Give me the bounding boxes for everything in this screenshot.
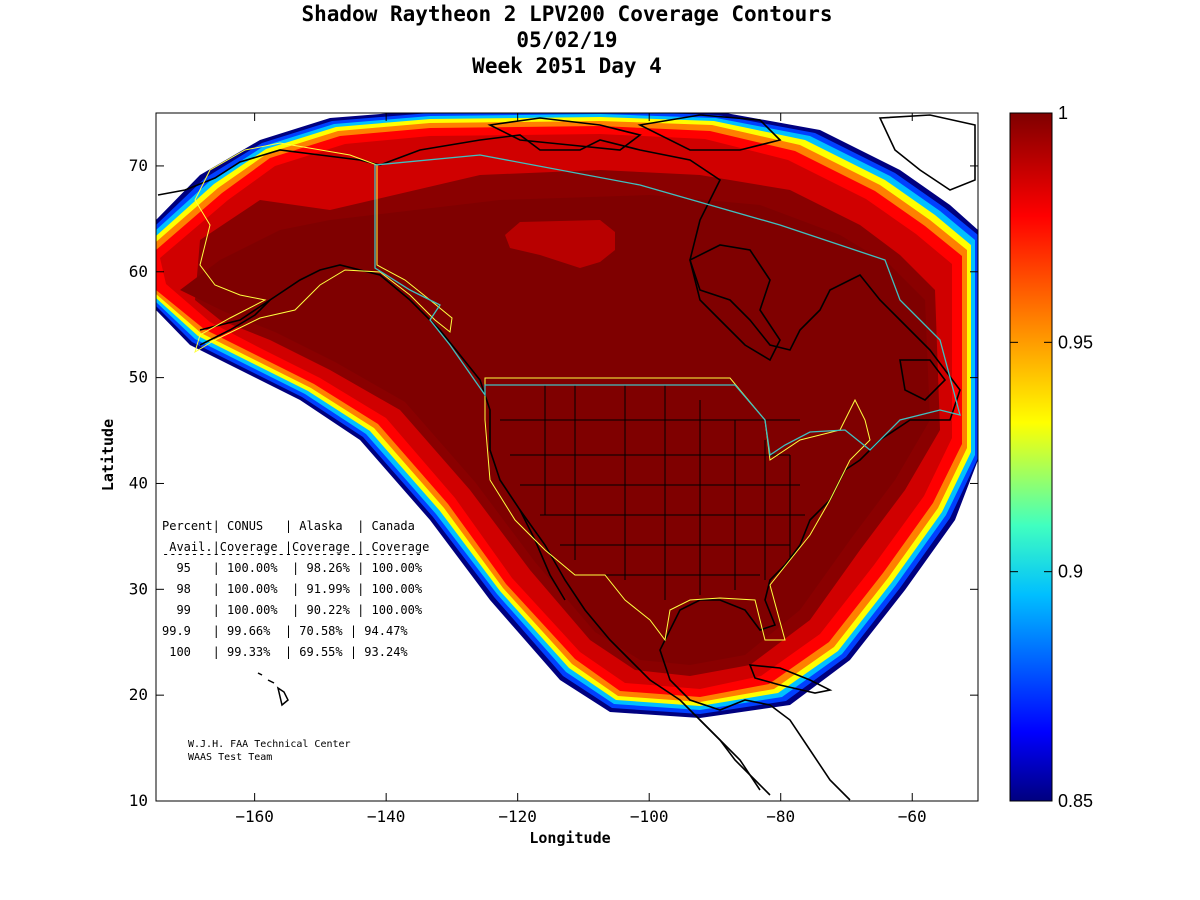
plot-frame <box>155 112 979 802</box>
y-tick-label: 10 <box>129 791 148 810</box>
x-tick-label: −120 <box>498 807 537 826</box>
y-tick-label: 20 <box>129 685 148 704</box>
chart-title-line3: Week 2051 Day 4 <box>472 54 662 78</box>
arctic-islands-2 <box>637 114 782 151</box>
table-row: 95 | 100.00% | 98.26% | 100.00% <box>162 561 423 575</box>
table-header-1: Percent| CONUS | Alaska | Canada <box>162 519 415 533</box>
chart-title-line2: 05/02/19 <box>516 28 618 52</box>
service-boundaries <box>194 142 871 642</box>
x-tick-label: −100 <box>630 807 669 826</box>
table-row: 99 | 100.00% | 90.22% | 100.00% <box>162 603 423 617</box>
x-tick-label: −140 <box>367 807 406 826</box>
axis-ticks: −160 −140 −120 −100 −80 −60 10 20 30 40 50 60 70 <box>129 113 978 826</box>
x-tick-label: −80 <box>766 807 795 826</box>
contour-patch <box>505 220 615 268</box>
table-row: 100 | 99.33% | 69.55% | 93.24% <box>162 645 408 659</box>
credit-line-1: W.J.H. FAA Technical Center <box>188 739 351 750</box>
coverage-contours <box>156 113 978 718</box>
canada-boundary <box>374 154 961 457</box>
x-tick-label: −160 <box>235 807 274 826</box>
colorbar-tick-label: 0.9 <box>1058 562 1083 582</box>
table-header-2: Avail.|Coverage |Coverage | Coverage <box>162 540 429 554</box>
central-america <box>699 719 771 796</box>
table-divider: ------------------------------------ <box>162 547 422 561</box>
pacific-coast <box>199 264 761 791</box>
colorbar <box>1009 112 1053 802</box>
arctic-islands-1 <box>487 117 642 151</box>
hudson-bay <box>689 244 781 362</box>
colorbar-ticks: 1 0.95 0.9 0.85 <box>1010 103 1093 811</box>
colorbar-tick-label: 1 <box>1058 103 1068 123</box>
credit-line-2: WAAS Test Team <box>188 752 272 763</box>
coverage-table: Percent| CONUS | Alaska | Canada Avail.|… <box>162 519 429 659</box>
conus-boundary <box>484 377 871 642</box>
cuba <box>748 664 833 694</box>
y-tick-label: 40 <box>129 473 148 492</box>
chart-title-line1: Shadow Raytheon 2 LPV200 Coverage Contou… <box>301 2 833 26</box>
baja-coast <box>519 509 566 601</box>
alaska-boundary <box>194 142 453 354</box>
coastlines <box>157 114 976 801</box>
greenland <box>878 114 976 191</box>
y-tick-label: 70 <box>129 156 148 175</box>
x-tick-label: −60 <box>898 807 927 826</box>
table-row: 98 | 100.00% | 91.99% | 100.00% <box>162 582 423 596</box>
north-america-coast <box>157 134 961 801</box>
hawaii-islands <box>257 672 289 707</box>
colorbar-tick-label: 0.85 <box>1058 791 1093 811</box>
newfoundland <box>899 359 947 401</box>
y-tick-label: 60 <box>129 262 148 281</box>
table-row: 99.9 | 99.66% | 70.58% | 94.47% <box>162 624 408 638</box>
x-axis-label: Longitude <box>529 829 610 847</box>
alaska-peninsula <box>199 299 271 346</box>
y-axis-label: Latitude <box>99 419 117 491</box>
y-tick-label: 50 <box>129 368 148 387</box>
y-tick-label: 30 <box>129 579 148 598</box>
colorbar-tick-label: 0.95 <box>1058 332 1093 352</box>
